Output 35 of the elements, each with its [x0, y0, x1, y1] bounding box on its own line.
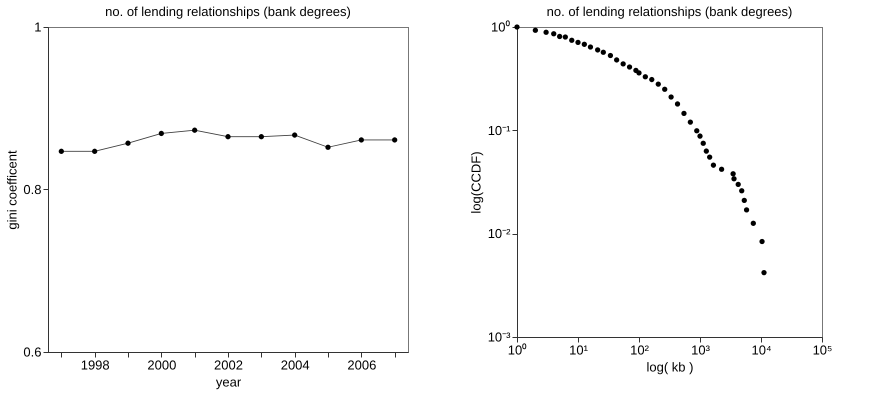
- x-tick-label: 10⁵: [812, 342, 832, 358]
- point: [92, 148, 98, 154]
- point: [192, 128, 198, 133]
- y-tick-label: 10⁻²: [488, 226, 512, 242]
- point: [358, 137, 364, 143]
- chart-title: no. of lending relationships (bank degrees): [105, 4, 351, 19]
- y-axis-title: log(CCDF): [468, 151, 484, 214]
- x-axis-title: year: [216, 374, 242, 390]
- x-tick-label: 2006: [347, 358, 376, 372]
- x-axis-title: log( kb ): [646, 360, 694, 374]
- point: [325, 144, 331, 150]
- chart-title: no. of lending relationships (bank degrees): [546, 4, 792, 19]
- point: [158, 130, 164, 136]
- y-tick-label: 10⁻¹: [488, 122, 512, 138]
- y-axis-title: gini coefficent: [4, 150, 20, 230]
- point: [392, 137, 398, 143]
- point: [258, 134, 264, 140]
- x-tick-label: 2004: [280, 358, 310, 372]
- y-tick-label: 0.6: [23, 344, 42, 360]
- point: [58, 148, 64, 154]
- x-tick-label: 10³: [691, 342, 711, 358]
- y-tick-label: 10⁻³: [488, 330, 512, 344]
- point: [125, 140, 131, 146]
- point: [292, 132, 298, 138]
- x-tick-label: 10¹: [569, 342, 589, 358]
- y-tick-label: 1: [34, 20, 42, 34]
- y-tick-label: 0.8: [23, 182, 42, 197]
- x-tick-label: 10⁰: [508, 342, 528, 358]
- x-tick-label: 10²: [630, 342, 650, 358]
- x-tick-label: 1998: [80, 358, 110, 372]
- x-tick-label: 2000: [147, 358, 176, 372]
- x-tick-label: 2002: [214, 358, 243, 372]
- x-tick-label: 10⁴: [751, 342, 772, 358]
- y-tick-label: 10⁰: [491, 20, 510, 34]
- point: [225, 134, 231, 140]
